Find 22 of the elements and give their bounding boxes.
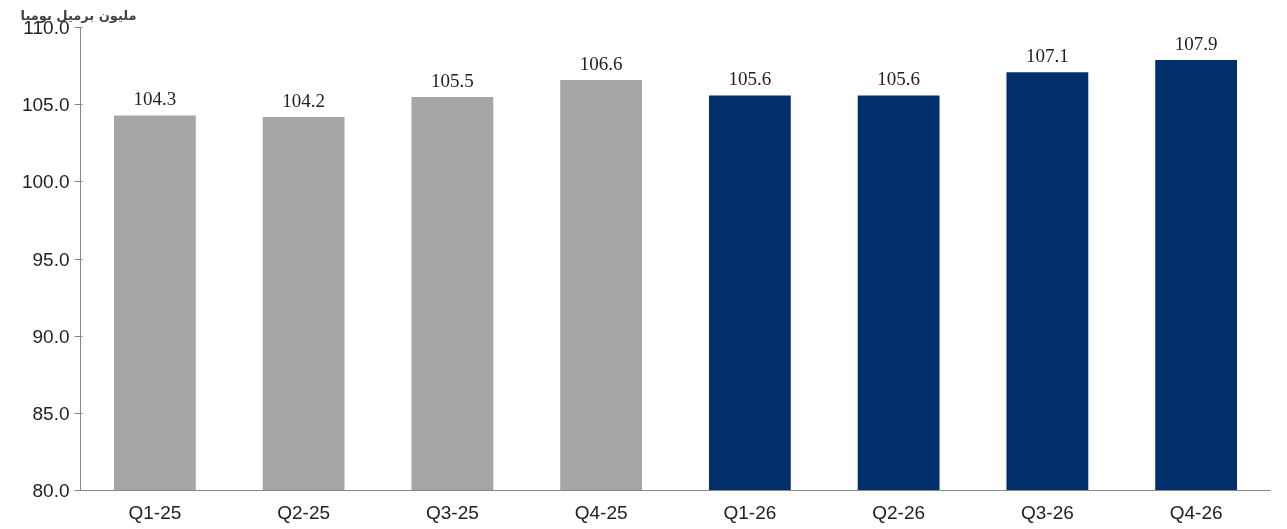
data-label: 105.5: [431, 69, 474, 91]
y-tick-label: 90.0: [32, 325, 70, 347]
x-tick-label: Q1-26: [723, 501, 777, 523]
y-tick-label: 85.0: [32, 402, 70, 424]
y-tick-label: 105.0: [21, 94, 70, 116]
data-label: 106.6: [579, 52, 623, 74]
x-tick-label: Q2-25: [277, 501, 331, 523]
data-label: 105.6: [877, 68, 920, 90]
y-tick-label: 80.0: [32, 480, 70, 501]
y-tick-label: 95.0: [32, 248, 70, 270]
x-tick-label: Q3-26: [1020, 501, 1074, 523]
data-label: 105.6: [728, 68, 772, 90]
data-label: 104.3: [133, 88, 177, 110]
x-tick-label: Q4-25: [574, 501, 628, 523]
data-label: 107.9: [1174, 32, 1218, 54]
y-tick-label: 100.0: [21, 171, 70, 193]
x-tick-label: Q1-25: [128, 501, 182, 523]
x-tick-label: Q4-26: [1169, 501, 1223, 523]
data-label: 104.2: [282, 90, 325, 112]
data-label: 107.1: [1026, 45, 1069, 67]
x-tick-label: Q2-26: [872, 501, 926, 523]
x-tick-label: Q3-25: [425, 501, 479, 523]
